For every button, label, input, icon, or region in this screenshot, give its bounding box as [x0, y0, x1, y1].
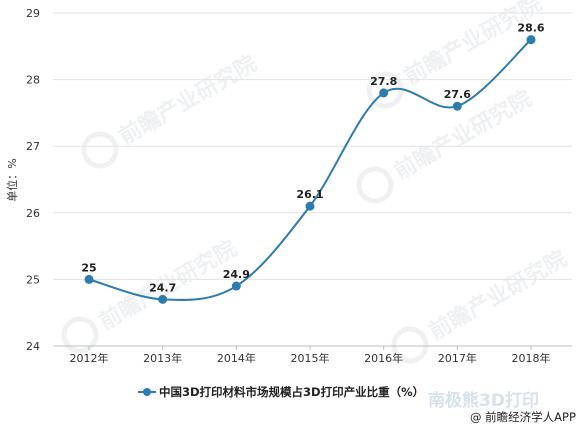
y-tick-label: 29 — [26, 7, 40, 20]
y-tick-label: 27 — [26, 140, 40, 153]
axis-layer: 24 25 26 27 28 29 2012年 2013年 2014年 2015年 2016年 201… — [26, 7, 551, 365]
watermark-logo-5: 前瞻产业研究院 — [391, 246, 571, 364]
data-label: 25 — [81, 261, 96, 274]
x-tick-label: 2014年 — [217, 351, 256, 365]
watermark-logo-4: 前瞻产业研究院 — [61, 236, 241, 354]
data-point — [452, 101, 462, 111]
x-tick-label: 2012年 — [70, 351, 109, 365]
watermark-group: 前瞻产业研究院 前瞻产业研究院 前瞻产业研究院 前瞻产业研究院 前瞻产业研究院 — [61, 0, 571, 364]
data-point — [526, 35, 536, 45]
data-label: 24.7 — [149, 281, 176, 294]
y-tick-label: 24 — [26, 340, 40, 353]
legend-label: 中国3D打印材料市场规模占3D打印产业比重（%） — [159, 385, 424, 399]
data-label: 27.6 — [444, 88, 471, 101]
series-layer — [84, 35, 536, 304]
data-point — [305, 201, 315, 211]
watermark-text-5: 前瞻产业研究院 — [425, 246, 571, 346]
source-credit: @ 前瞻经济学人APP — [470, 410, 576, 424]
data-label: 27.8 — [370, 75, 397, 88]
data-point — [379, 88, 389, 98]
series-line — [88, 38, 532, 301]
y-tick-label: 28 — [26, 74, 40, 87]
data-point — [84, 274, 94, 284]
legend-dot-marker — [143, 388, 151, 396]
watermark-text-1: 前瞻产业研究院 — [115, 51, 261, 151]
data-label: 28.6 — [517, 22, 544, 35]
data-point — [158, 294, 168, 304]
data-point — [231, 281, 241, 291]
data-label: 24.9 — [223, 268, 250, 281]
watermark-text-2: 前瞻产业研究院 — [400, 0, 546, 90]
x-tick-label: 2017年 — [438, 351, 477, 365]
data-label: 26.1 — [296, 188, 323, 201]
y-axis-title: 单位：% — [5, 158, 19, 201]
data-label-layer: 25 24.7 24.9 26.1 27.8 27.6 28.6 — [81, 22, 545, 295]
y-tick-label: 25 — [26, 273, 40, 286]
x-tick-label: 2018年 — [512, 351, 551, 365]
y-tick-label: 26 — [26, 207, 40, 220]
x-tick-label: 2016年 — [364, 351, 403, 365]
bottom-brand-watermark: 南极熊3D打印 — [428, 390, 539, 411]
legend: 中国3D打印材料市场规模占3D打印产业比重（%） — [138, 385, 424, 399]
x-tick-label: 2013年 — [143, 351, 182, 365]
x-tick-label: 2015年 — [291, 351, 330, 365]
grid-layer — [53, 12, 572, 347]
watermark-logo-1: 前瞻产业研究院 — [81, 51, 261, 169]
